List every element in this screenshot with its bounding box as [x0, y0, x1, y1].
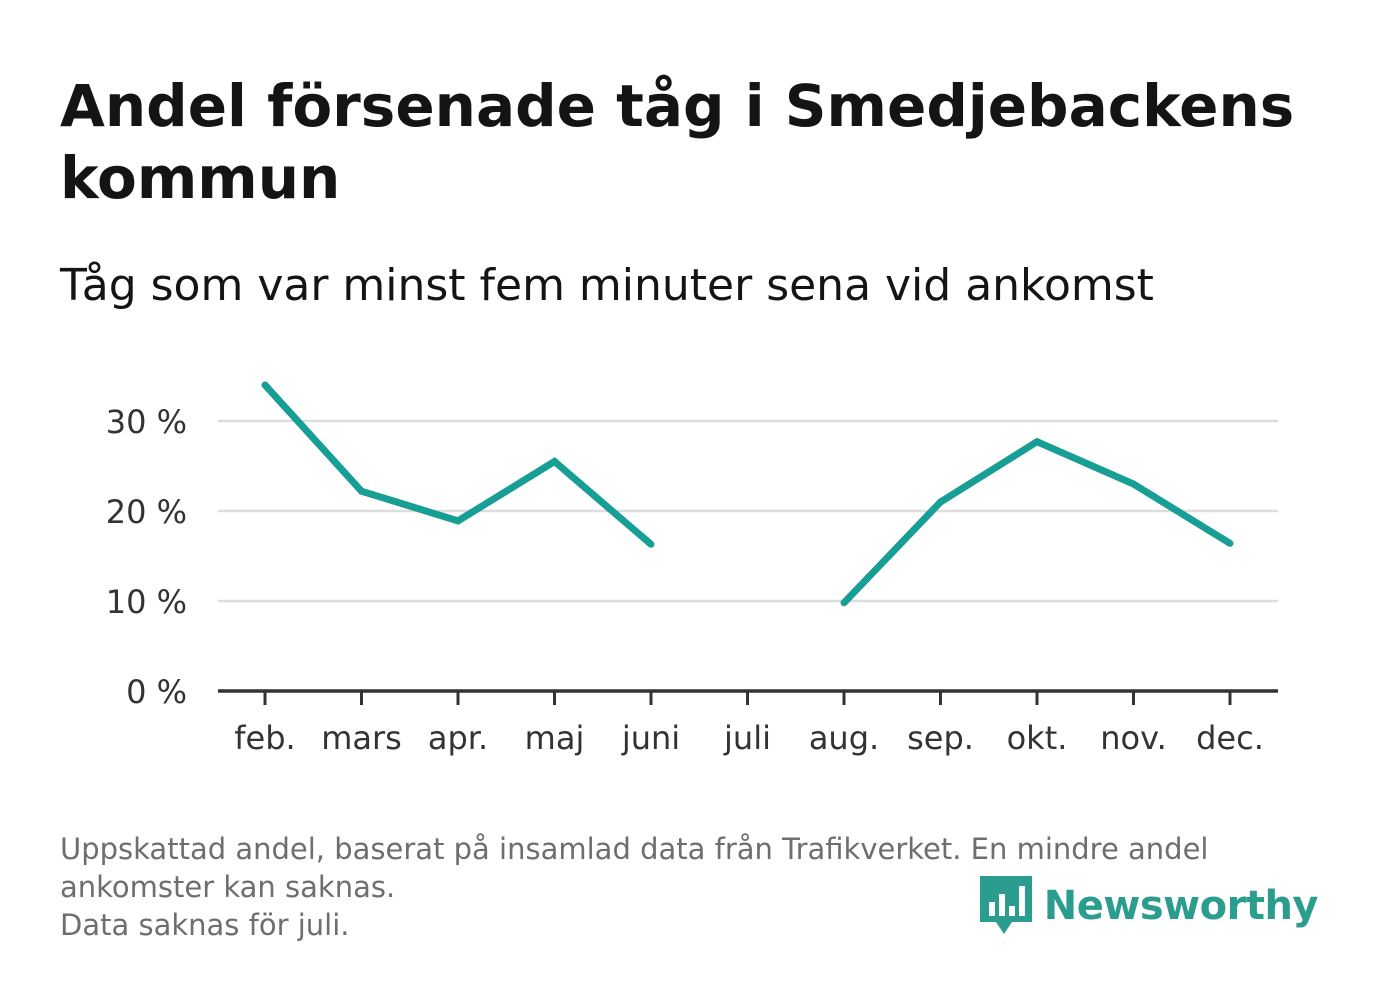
data-point — [1130, 480, 1137, 488]
y-tick-label: 30 % — [106, 403, 187, 441]
data-point — [358, 487, 365, 495]
newsworthy-bar-chart-icon — [979, 876, 1032, 934]
x-tick-label: feb. — [234, 719, 295, 757]
chart-subtitle: Tåg som var minst fem minuter sena vid a… — [60, 260, 1154, 311]
x-tick-label: juli — [723, 719, 771, 757]
y-tick-label: 0 % — [126, 673, 187, 711]
series-line-segment — [841, 437, 1232, 606]
x-tick-label: juni — [621, 719, 680, 757]
x-tick-label: maj — [525, 719, 585, 757]
data-point — [647, 540, 655, 548]
footer-notes: Uppskattad andel, baserat på insamlad da… — [60, 830, 1320, 944]
x-tick-label: mars — [321, 719, 402, 757]
data-point — [551, 458, 558, 465]
footer-note-missing: Data saknas för juli. — [60, 908, 350, 942]
newsworthy-logo: Newsworthy — [979, 876, 1319, 936]
data-point — [1033, 438, 1041, 446]
footer-note-source: Uppskattad andel, baserat på insamlad da… — [60, 832, 1209, 904]
x-tick-label: sep. — [907, 719, 974, 757]
chart-title: Andel försenade tåg i Smedjebackens komm… — [60, 72, 1295, 212]
y-tick-label: 10 % — [106, 583, 187, 621]
x-tick-label: apr. — [428, 719, 488, 757]
data-point — [840, 599, 848, 607]
line-chart: 0 % 10 % 20 % 30 % feb. mars apr. maj juni juli au… — [106, 381, 1278, 757]
logo-text: Newsworthy — [1043, 883, 1319, 929]
x-tick-label: aug. — [809, 719, 879, 757]
x-tick-label: okt. — [1007, 719, 1068, 757]
x-tick-label: dec. — [1196, 719, 1264, 757]
data-point — [454, 517, 462, 525]
x-tick-label: nov. — [1100, 719, 1166, 757]
data-point — [1226, 539, 1234, 547]
data-point — [937, 498, 944, 506]
data-point — [261, 381, 269, 389]
y-tick-label: 20 % — [106, 493, 187, 531]
